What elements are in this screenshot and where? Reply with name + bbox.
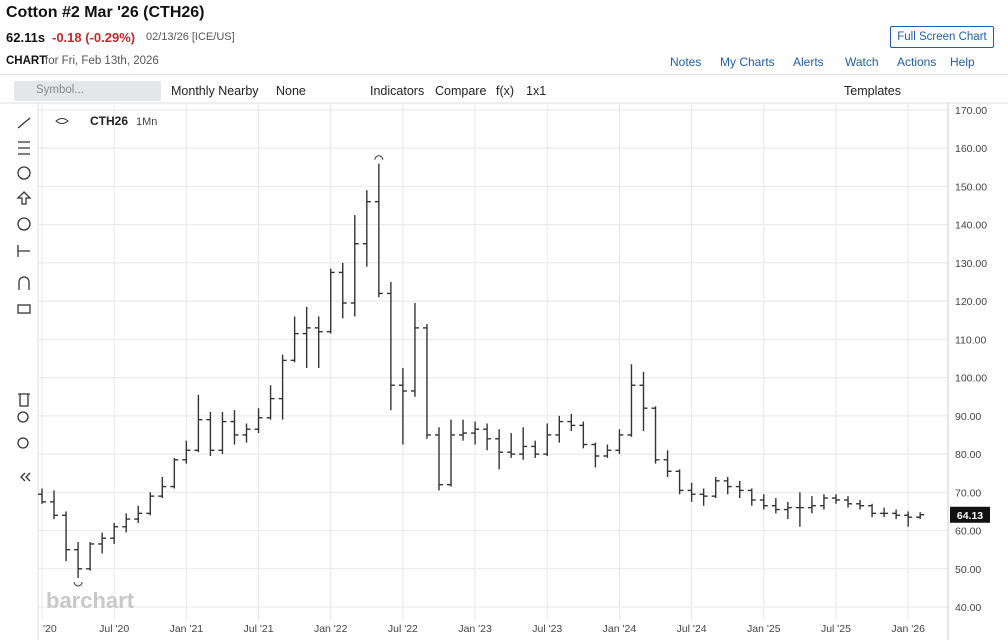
high-marker xyxy=(374,155,384,160)
x-tick-label: Jul '22 xyxy=(388,623,418,635)
y-tick-label: 50.00 xyxy=(955,564,981,576)
x-tick-label: Jan '22 xyxy=(314,623,348,635)
toolbar-item[interactable]: f(x) xyxy=(496,84,515,98)
y-tick-label: 110.00 xyxy=(955,334,986,346)
x-tick-label: Jul '20 xyxy=(99,623,129,635)
y-tick-label: 60.00 xyxy=(955,526,981,538)
x-tick-label: Jan '25 xyxy=(747,623,781,635)
nav-link[interactable]: Alerts xyxy=(793,55,824,69)
chart-date: for Fri, Feb 13th, 2026 xyxy=(45,55,159,67)
low-marker xyxy=(73,581,83,587)
y-tick-label: 40.00 xyxy=(955,602,981,614)
toolbar-item[interactable]: 1x1 xyxy=(526,84,547,98)
nav-link[interactable]: Notes xyxy=(670,55,702,69)
x-tick-label: Jul '23 xyxy=(532,623,562,635)
nav-link[interactable]: Watch xyxy=(845,55,879,69)
y-tick-label: 80.00 xyxy=(955,449,981,461)
templates[interactable]: Templates xyxy=(844,84,901,98)
y-tick-label: 140.00 xyxy=(955,220,987,232)
grid xyxy=(38,103,948,620)
nav-link[interactable]: Help xyxy=(950,55,975,69)
x-tick-label: Jul '25 xyxy=(821,623,851,635)
search-placeholder: Symbol... xyxy=(36,84,84,96)
title: Cotton #2 Mar '26 (CTH26) xyxy=(6,4,205,21)
y-tick-label: 160.00 xyxy=(955,143,987,155)
y-tick-label: 90.00 xyxy=(955,411,981,423)
y-tick-label: 100.00 xyxy=(955,373,987,385)
toolbar-item[interactable]: Compare xyxy=(435,84,487,98)
toolbar-item[interactable]: None xyxy=(276,84,306,98)
nav-link[interactable]: Actions xyxy=(897,55,937,69)
search-box[interactable]: Symbol... xyxy=(14,81,161,101)
toolbar-item[interactable]: Monthly Nearby xyxy=(171,84,259,98)
full-screen-button[interactable]: Full Screen Chart xyxy=(890,26,994,48)
y-tick-label: 130.00 xyxy=(955,258,987,270)
last-price-label: 64.13 xyxy=(957,510,983,522)
y-tick-label: 170.00 xyxy=(955,105,987,117)
legend-interval: 1Mn xyxy=(136,116,157,128)
last-price-box xyxy=(950,506,990,523)
watermark: barchart xyxy=(46,588,135,613)
legend-symbol: CTH26 xyxy=(90,114,128,128)
x-tick-label: Jan '21 xyxy=(170,623,204,635)
quote-date: 02/13/26 [ICE/US] xyxy=(146,31,235,43)
x-tick-label: Jan '24 xyxy=(603,623,637,635)
nav-link[interactable]: My Charts xyxy=(720,55,775,69)
divider xyxy=(0,74,1008,75)
x-tick-label: Jul '24 xyxy=(677,623,707,635)
visibility-icon[interactable] xyxy=(55,118,69,124)
price: 62.11s xyxy=(6,30,46,45)
x-tick-label: Jan '26 xyxy=(891,623,925,635)
drawing-tools[interactable] xyxy=(16,117,32,482)
y-tick-label: 120.00 xyxy=(955,296,987,308)
x-tick-label: Jul '21 xyxy=(244,623,274,635)
price-change: -0.18 (-0.29%) xyxy=(52,30,136,45)
toolbar-item[interactable]: Indicators xyxy=(370,84,425,98)
y-tick-label: 70.00 xyxy=(955,487,981,499)
x-tick-label: '20 xyxy=(43,623,57,635)
y-tick-label: 150.00 xyxy=(955,181,987,193)
chart-label: CHART xyxy=(6,55,47,67)
x-tick-label: Jan '23 xyxy=(458,623,492,635)
